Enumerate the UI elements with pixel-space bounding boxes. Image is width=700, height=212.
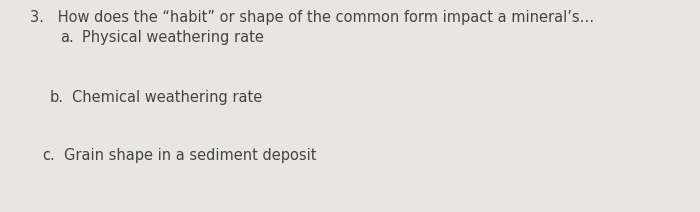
Text: Chemical weathering rate: Chemical weathering rate	[72, 90, 262, 105]
Text: c.: c.	[42, 148, 55, 163]
Text: b.: b.	[50, 90, 64, 105]
Text: Grain shape in a sediment deposit: Grain shape in a sediment deposit	[64, 148, 316, 163]
Text: 3.   How does the “habit” or shape of the common form impact a mineral’s…: 3. How does the “habit” or shape of the …	[30, 10, 594, 25]
Text: Physical weathering rate: Physical weathering rate	[82, 30, 264, 45]
Text: a.: a.	[60, 30, 74, 45]
